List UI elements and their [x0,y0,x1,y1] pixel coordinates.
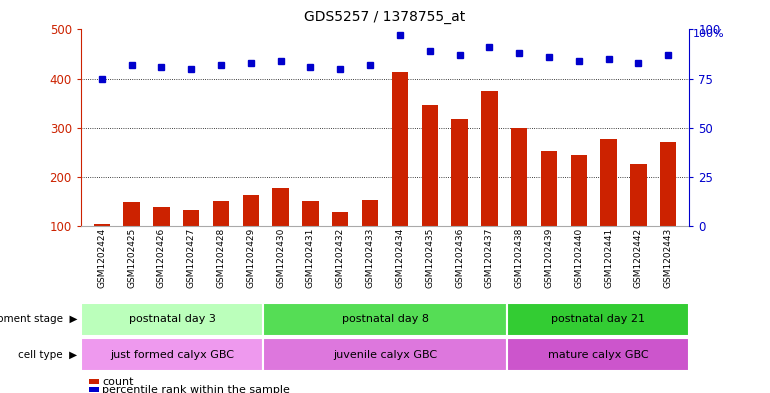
Bar [81,303,263,336]
Bar [507,303,689,336]
Text: GSM1202435: GSM1202435 [425,228,434,288]
Bar [601,139,617,226]
Text: GSM1202431: GSM1202431 [306,228,315,288]
Text: GSM1202443: GSM1202443 [664,228,673,288]
Bar [93,224,110,226]
Text: just formed calyx GBC: just formed calyx GBC [110,350,234,360]
Bar [303,201,319,226]
Text: GSM1202439: GSM1202439 [544,228,554,288]
Bar [451,119,467,226]
Text: GSM1202425: GSM1202425 [127,228,136,288]
Text: development stage  ▶: development stage ▶ [0,314,77,324]
Text: GSM1202427: GSM1202427 [186,228,196,288]
Text: GSM1202434: GSM1202434 [396,228,404,288]
Text: postnatal day 8: postnatal day 8 [342,314,428,324]
Text: GSM1202432: GSM1202432 [336,228,345,288]
Bar [481,91,497,226]
Bar [660,142,677,226]
Text: GSM1202424: GSM1202424 [97,228,106,288]
Bar [263,303,507,336]
Text: mature calyx GBC: mature calyx GBC [547,350,648,360]
Bar [153,208,169,226]
Text: GSM1202436: GSM1202436 [455,228,464,288]
Bar [541,151,557,226]
Text: GSM1202430: GSM1202430 [276,228,285,288]
Bar [273,187,289,226]
Text: postnatal day 21: postnatal day 21 [551,314,645,324]
Bar [571,155,587,226]
Text: GSM1202437: GSM1202437 [485,228,494,288]
Text: cell type  ▶: cell type ▶ [18,350,77,360]
Bar [631,164,647,226]
Text: percentile rank within the sample: percentile rank within the sample [102,385,290,393]
Bar [421,105,438,226]
Text: GSM1202441: GSM1202441 [604,228,613,288]
Text: 100%: 100% [693,29,725,39]
Text: GSM1202442: GSM1202442 [634,228,643,288]
Text: GSM1202433: GSM1202433 [366,228,374,288]
Bar [263,338,507,371]
Bar [392,72,408,226]
Bar [243,195,259,226]
Bar [81,338,263,371]
Text: postnatal day 3: postnatal day 3 [129,314,216,324]
Text: count: count [102,377,134,387]
Bar [183,210,199,226]
Text: juvenile calyx GBC: juvenile calyx GBC [333,350,437,360]
Text: GSM1202440: GSM1202440 [574,228,584,288]
Bar [123,202,139,226]
Text: GSM1202426: GSM1202426 [157,228,166,288]
Text: GSM1202438: GSM1202438 [514,228,524,288]
Bar [511,128,527,226]
Bar [362,200,378,226]
Bar [507,338,689,371]
Text: GSM1202428: GSM1202428 [216,228,226,288]
Text: GDS5257 / 1378755_at: GDS5257 / 1378755_at [304,10,466,24]
Bar [332,212,349,226]
Bar [213,201,229,226]
Text: GSM1202429: GSM1202429 [246,228,256,288]
